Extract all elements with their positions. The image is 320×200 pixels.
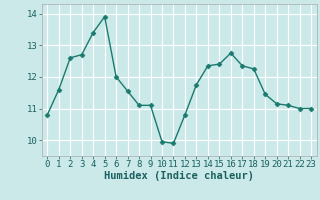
- X-axis label: Humidex (Indice chaleur): Humidex (Indice chaleur): [104, 171, 254, 181]
